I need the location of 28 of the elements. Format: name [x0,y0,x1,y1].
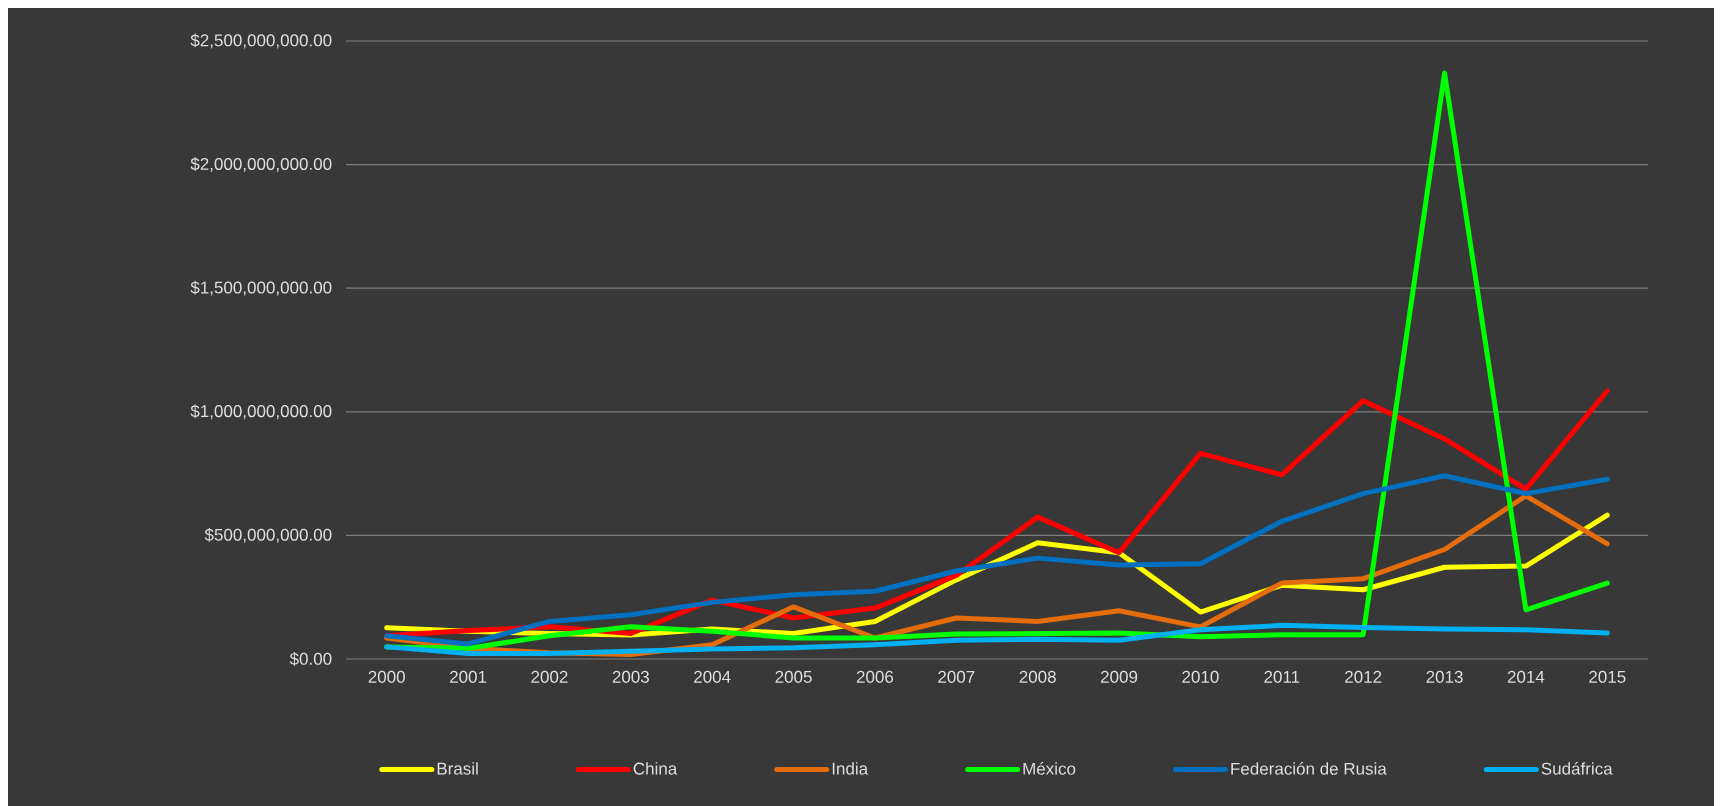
legend-label: México [1023,762,1076,775]
x-tick-label: 2000 [368,670,405,683]
x-tick-label: 2015 [1589,670,1626,683]
y-tick-label: $0.00 [289,652,332,666]
x-tick-label: 2005 [775,670,812,683]
x-tick-label: 2007 [938,670,975,683]
y-tick-label: $1,500,000,000.00 [190,280,332,296]
x-tick-label: 2002 [531,670,568,683]
y-tick-label: $2,500,000,000.00 [190,33,332,49]
legend-label: Federación de Rusia [1231,762,1387,775]
x-tick-label: 2013 [1426,670,1463,683]
x-tick-label: 2006 [856,670,894,683]
x-tick-label: 2008 [1019,670,1056,683]
y-tick-label: $1,000,000,000.00 [190,404,332,420]
x-tick-label: 2014 [1507,670,1545,683]
x-tick-label: 2003 [612,670,649,683]
legend-label: India [832,762,869,775]
x-tick-label: 2001 [450,670,487,683]
y-tick-label: $500,000,000.00 [204,528,332,543]
x-tick-label: 2010 [1182,670,1219,683]
legend-label: Sudáfrica [1541,762,1613,775]
legend-label: China [633,762,678,775]
x-tick-label: 2009 [1101,670,1138,683]
x-tick-label: 2012 [1345,670,1382,683]
x-tick-label: 2004 [694,670,731,683]
x-tick-label: 2011 [1264,670,1300,683]
legend-label: Brasil [437,762,478,775]
y-tick-label: $2,000,000,000.00 [190,157,332,172]
